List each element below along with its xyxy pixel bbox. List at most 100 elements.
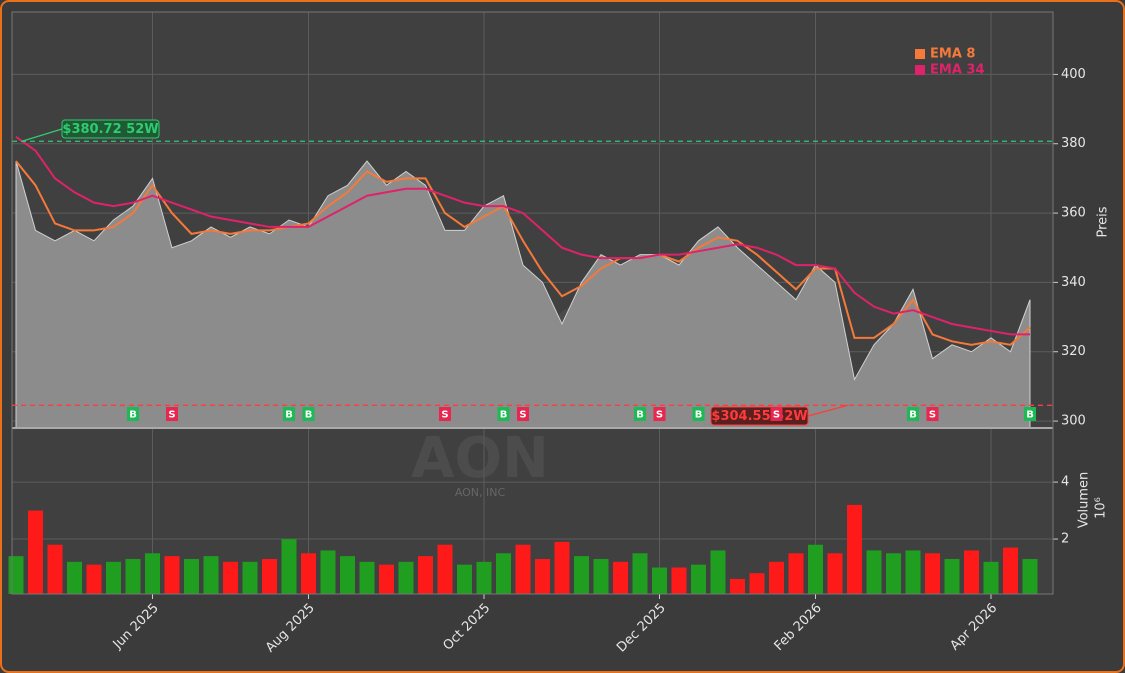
volume-bar — [262, 558, 277, 594]
volume-axis-label: Volumen — [1077, 472, 1092, 529]
volume-bar — [496, 553, 511, 594]
annotation-label: $380.72 52W — [62, 122, 158, 137]
volume-bar — [847, 504, 862, 594]
y-tick-label: 2 — [1061, 532, 1069, 547]
volume-bar — [983, 561, 999, 594]
signal-badge — [166, 407, 178, 421]
signal-badge — [302, 407, 315, 421]
volume-bar — [827, 553, 843, 594]
volume-bar — [223, 561, 238, 594]
volume-bar — [964, 550, 979, 594]
symbol-watermark: AON — [411, 426, 549, 491]
volume-bar — [632, 553, 648, 594]
ema-line — [15, 135, 1030, 336]
volume-bar — [437, 544, 453, 594]
annotation-box — [61, 119, 160, 139]
volume-bar — [535, 558, 550, 594]
volume-bar — [242, 561, 258, 594]
legend-label: EMA 8 — [930, 47, 975, 62]
signal-label: S — [656, 410, 663, 421]
annotation-arrow — [21, 128, 63, 142]
volume-bar — [164, 556, 180, 594]
volume-bar — [476, 561, 492, 594]
ema-line — [15, 160, 1031, 346]
signal-label: B — [285, 410, 293, 421]
signal-badge — [926, 407, 939, 421]
legend-label: EMA 34 — [930, 63, 985, 78]
volume-bar — [125, 558, 141, 594]
volume-bar — [203, 556, 219, 594]
volume-bar — [457, 564, 472, 594]
volume-bar — [808, 544, 823, 594]
signal-label: B — [305, 410, 313, 421]
annotation-arrow — [807, 404, 849, 417]
volume-bar — [788, 553, 804, 594]
signal-label: B — [129, 410, 137, 421]
volume-bar — [710, 550, 726, 594]
volume-bar — [691, 564, 706, 594]
volume-bar — [359, 561, 375, 594]
y-tick-label: 300 — [1061, 414, 1086, 429]
signal-badge — [283, 407, 295, 421]
signal-label: S — [773, 410, 780, 421]
volume-bar — [398, 561, 414, 594]
volume-bar — [8, 556, 24, 594]
signal-badge — [692, 407, 705, 421]
volume-bar — [944, 558, 960, 594]
annotation-box — [710, 406, 809, 426]
legend-swatch — [915, 49, 925, 59]
y-axis-label: Preis — [1096, 206, 1111, 237]
volume-bar — [613, 561, 628, 594]
volume-bar — [418, 556, 433, 594]
volume-bar — [145, 553, 160, 594]
volume-bar — [28, 510, 43, 594]
volume-bar — [671, 567, 687, 594]
company-watermark: AON, INC — [455, 486, 506, 499]
signal-badge — [1024, 407, 1036, 421]
volume-unit: 10⁶ — [1094, 497, 1109, 519]
volume-bar — [379, 564, 394, 594]
volume-bar — [554, 541, 570, 594]
volume-bar — [1022, 558, 1038, 594]
signal-label: S — [168, 410, 175, 421]
volume-bar — [593, 558, 609, 594]
signal-badge — [770, 407, 783, 421]
signal-badge — [653, 407, 666, 421]
volume-bar — [340, 556, 355, 594]
volume-bar — [67, 561, 82, 594]
signal-label: B — [909, 410, 917, 421]
volume-bar — [301, 553, 316, 594]
signal-label: S — [929, 410, 936, 421]
signal-badge — [907, 407, 919, 421]
signal-label: B — [695, 410, 703, 421]
y-tick-label: 340 — [1061, 275, 1086, 290]
volume-bar — [925, 553, 940, 594]
signal-label: B — [636, 410, 644, 421]
volume-bar — [184, 558, 199, 594]
signal-badge — [634, 407, 646, 421]
y-tick-label: 380 — [1061, 136, 1086, 151]
signal-badge — [497, 407, 510, 421]
signal-label: S — [441, 410, 448, 421]
signal-badge — [439, 407, 451, 421]
signal-badge — [127, 407, 139, 421]
volume-bar — [730, 578, 745, 594]
volume-bar — [281, 539, 297, 594]
volume-bar — [886, 553, 901, 594]
price-area — [15, 160, 1031, 429]
volume-bar — [574, 556, 589, 594]
volume-bar — [47, 544, 63, 594]
volume-bar — [749, 573, 765, 594]
volume-bar — [86, 564, 102, 594]
signal-label: B — [1026, 410, 1034, 421]
annotation-label: $304.55 52W — [711, 409, 807, 424]
volume-bar — [106, 561, 121, 594]
plot-border — [11, 11, 1054, 595]
signal-label: B — [500, 410, 508, 421]
signal-label: S — [519, 410, 526, 421]
volume-bar — [1003, 547, 1018, 594]
volume-bar — [320, 550, 336, 594]
y-tick-label: 400 — [1061, 67, 1086, 82]
y-tick-label: 4 — [1061, 475, 1069, 490]
